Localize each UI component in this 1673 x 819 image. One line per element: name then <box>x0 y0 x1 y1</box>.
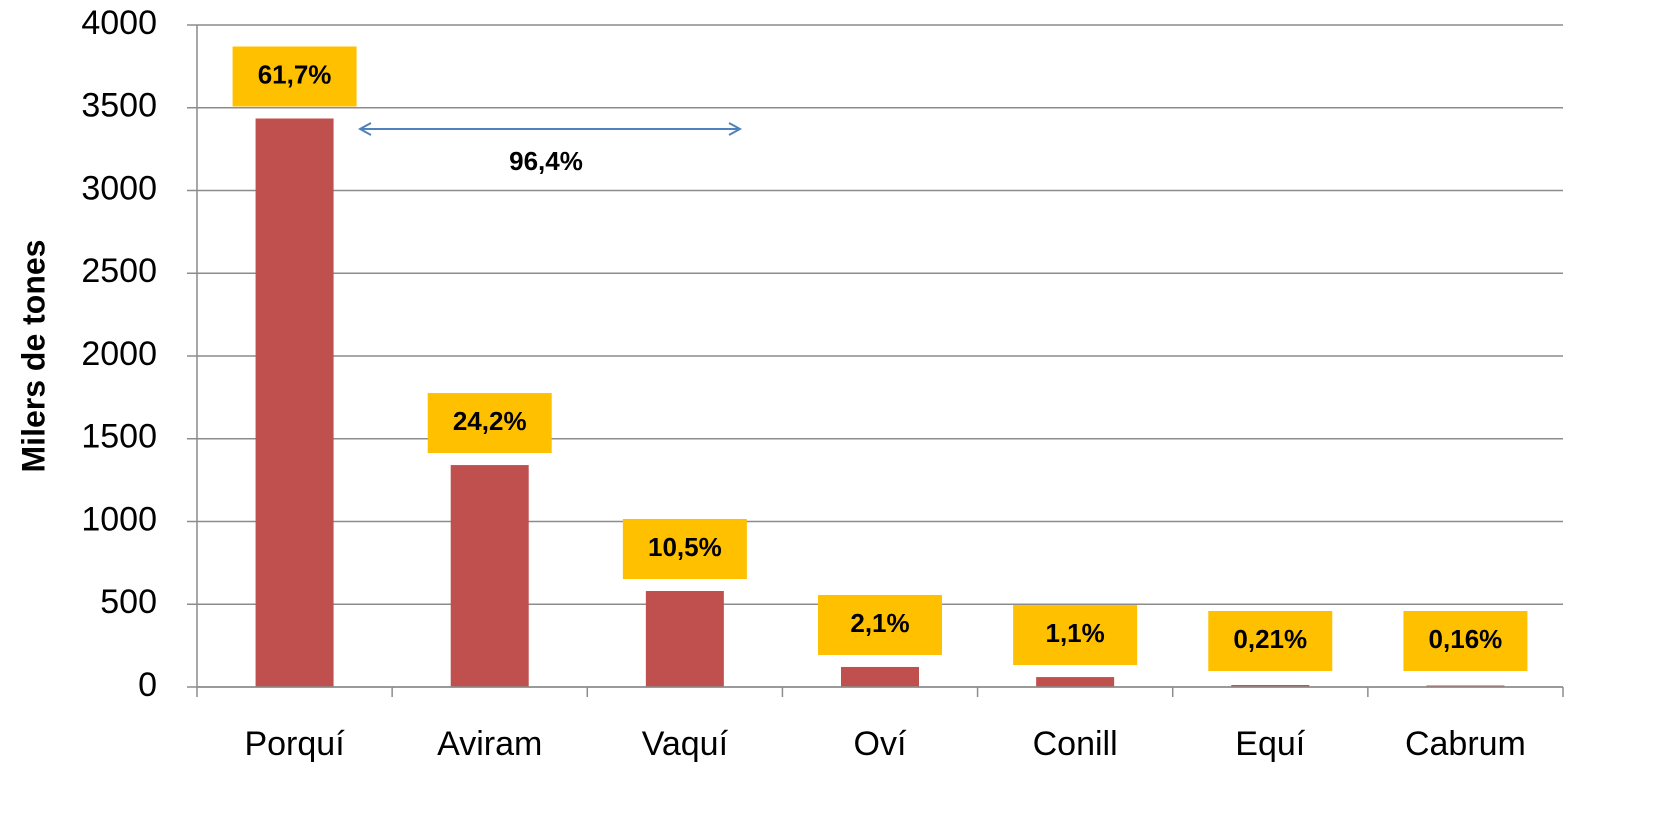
share-label-box <box>1403 611 1528 671</box>
x-tick-label: Aviram <box>437 725 542 763</box>
y-tick-label: 2000 <box>81 335 157 373</box>
share-label-box <box>622 519 747 580</box>
bar <box>1036 677 1115 687</box>
share-label: 2,1% <box>850 608 909 638</box>
share-label: 0,21% <box>1233 624 1307 654</box>
y-tick-label: 3500 <box>81 87 157 125</box>
bar <box>1231 685 1310 687</box>
share-label-box <box>1208 611 1333 671</box>
x-tick-label: Oví <box>854 725 907 763</box>
arrow-annotation: 96,4% <box>509 146 583 176</box>
share-label-box <box>232 46 357 107</box>
x-tick-label: Porquí <box>244 725 345 763</box>
share-label-box <box>1013 605 1138 666</box>
bar <box>255 118 334 687</box>
share-label: 10,5% <box>648 532 722 562</box>
x-tick-label: Cabrum <box>1405 725 1526 763</box>
x-tick-label: Vaquí <box>642 725 729 763</box>
bar <box>450 465 529 687</box>
y-tick-label: 500 <box>100 583 157 621</box>
share-label: 24,2% <box>453 406 527 436</box>
share-label: 0,16% <box>1429 624 1503 654</box>
y-tick-label: 4000 <box>81 4 157 42</box>
share-label-box <box>818 594 942 655</box>
y-axis-label: Milers de tones <box>15 240 51 473</box>
y-tick-label: 0 <box>138 666 157 704</box>
y-tick-label: 1000 <box>81 500 157 538</box>
share-label: 1,1% <box>1046 618 1105 648</box>
bar <box>841 666 919 687</box>
share-label: 61,7% <box>258 59 332 89</box>
bar <box>645 591 724 687</box>
x-tick-label: Equí <box>1235 725 1305 763</box>
x-tick-label: Conill <box>1033 725 1118 763</box>
y-tick-label: 1500 <box>81 418 157 456</box>
share-label-box <box>427 393 552 454</box>
y-tick-label: 2500 <box>81 252 157 290</box>
y-tick-label: 3000 <box>81 169 157 207</box>
